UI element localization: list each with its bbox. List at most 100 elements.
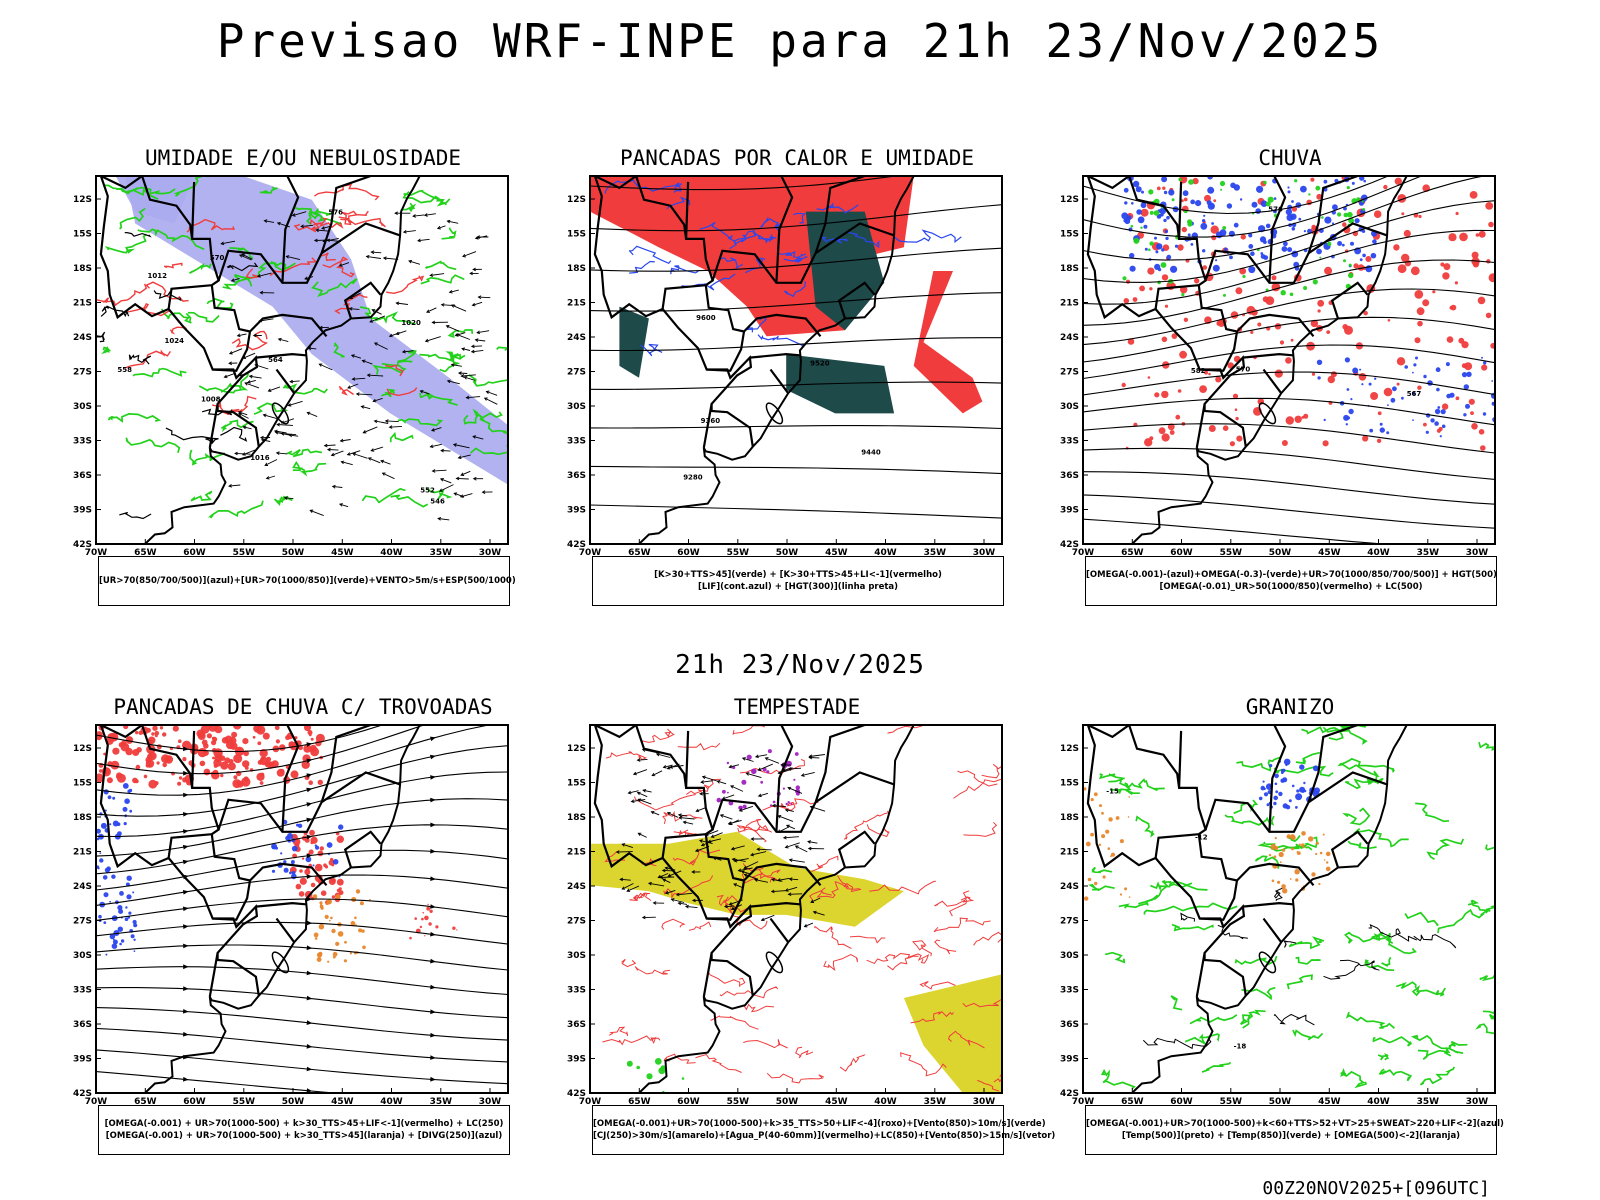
wind-vector-head xyxy=(309,509,314,513)
low-level-contour xyxy=(737,824,773,833)
weather-blob xyxy=(1161,390,1169,399)
streamline xyxy=(96,898,508,921)
weather-blob xyxy=(1161,336,1168,343)
wind-vector-head xyxy=(642,788,647,793)
wind-vector xyxy=(456,333,471,340)
weather-blob xyxy=(317,850,324,857)
country-border xyxy=(702,952,713,997)
wind-vector xyxy=(730,785,744,792)
wind-vector xyxy=(478,296,491,299)
low-level-contour xyxy=(910,1011,954,1024)
weather-blob xyxy=(767,749,772,754)
lagoa-dos-patos xyxy=(271,951,290,974)
weather-blob xyxy=(1223,293,1226,297)
temp-850-contour xyxy=(1419,1066,1456,1086)
wind-vector-head xyxy=(426,309,430,313)
wind-vector-head xyxy=(262,413,267,418)
weather-blob xyxy=(1343,206,1347,211)
wind-vector-head xyxy=(381,472,386,476)
weather-blob xyxy=(1239,198,1243,201)
weather-blob xyxy=(1204,370,1208,375)
wind-vector xyxy=(408,260,421,265)
lon-tick-label: 65W xyxy=(134,548,157,558)
weather-blob xyxy=(98,769,103,773)
country-border xyxy=(1154,285,1239,372)
weather-blob xyxy=(264,761,272,768)
wind-vector-head xyxy=(264,462,269,466)
weather-blob xyxy=(1410,266,1420,276)
country-border xyxy=(706,355,754,447)
humidity-contour xyxy=(390,494,429,508)
weather-blob xyxy=(1215,376,1222,383)
wind-vector xyxy=(420,390,430,395)
weather-blob xyxy=(124,798,130,804)
lat-tick-label: 12S xyxy=(567,744,586,754)
thickness-contour xyxy=(245,268,260,279)
lat-tick-label: 33S xyxy=(567,437,586,447)
weather-blob xyxy=(1324,266,1333,275)
streamline-arrow xyxy=(182,829,189,834)
wind-vector xyxy=(301,224,314,227)
wind-vector xyxy=(741,870,751,875)
weather-blob xyxy=(117,831,122,836)
height-contour xyxy=(590,204,1002,232)
wind-vector xyxy=(308,347,317,350)
weather-blob xyxy=(1351,181,1355,185)
weather-blob xyxy=(1436,428,1441,433)
contour-label: 1016 xyxy=(250,454,270,462)
streamline-arrow xyxy=(306,773,313,778)
weather-blob xyxy=(424,935,426,937)
height-contour xyxy=(590,247,1002,272)
weather-blob xyxy=(1280,768,1285,773)
weather-blob xyxy=(1153,210,1160,216)
temp-500-contour xyxy=(1323,963,1360,980)
weather-blob xyxy=(257,741,262,746)
weather-blob xyxy=(1416,307,1425,316)
wind-vector xyxy=(234,452,251,455)
weather-blob xyxy=(289,871,292,875)
wind-vector xyxy=(755,754,768,758)
weather-blob xyxy=(1161,206,1163,209)
wind-vector-head xyxy=(452,443,457,447)
lifted-index-contour xyxy=(793,212,807,224)
wind-vector xyxy=(669,765,684,768)
wind-vector-head xyxy=(431,320,436,325)
wind-vector xyxy=(472,435,484,440)
wind-vector-head xyxy=(448,289,453,294)
weather-blob xyxy=(1121,212,1129,220)
legend-line: [UR>70(850/700/500)](azul)+[UR>70(1000/8… xyxy=(99,576,516,586)
weather-blob xyxy=(1325,851,1331,857)
pressure-contour xyxy=(119,511,152,520)
map-chuva: 582 576 570 567 12S 15S 18S 21S 24S 27S 30S 33S 36S 3… xyxy=(1060,175,1505,560)
jet-stream-area xyxy=(590,831,904,927)
low-level-contour xyxy=(710,1015,759,1030)
panel-chuva: CHUVA 582 576 570 567 12S 15S 18S 21S 24S 27S 30S 3… xyxy=(1060,146,1497,626)
weather-blob xyxy=(106,777,113,784)
humidity-contour xyxy=(311,278,358,298)
weather-blob xyxy=(252,735,256,739)
weather-blob xyxy=(1136,209,1142,215)
streamline-arrow xyxy=(430,1076,436,1082)
temp-850-contour xyxy=(1411,985,1446,997)
wind-vector xyxy=(750,851,767,856)
weather-blob xyxy=(1316,248,1322,255)
lat-tick-label: 30S xyxy=(1060,951,1079,961)
weather-blob xyxy=(331,895,336,899)
low-level-contour xyxy=(621,958,637,968)
low-level-contour xyxy=(809,887,832,901)
country-border xyxy=(1330,830,1369,868)
wind-vector-head xyxy=(785,824,790,828)
weather-blob xyxy=(272,845,275,849)
wind-vector-head xyxy=(401,349,406,354)
weather-blob xyxy=(1327,375,1335,384)
wind-vector-head xyxy=(636,791,641,796)
weather-blob xyxy=(122,783,129,789)
weather-blob xyxy=(1281,246,1288,252)
wind-vector xyxy=(758,792,769,797)
country-border xyxy=(1262,917,1283,943)
humidity-contour xyxy=(160,308,192,324)
streamline-arrow xyxy=(306,995,313,1001)
weather-blob xyxy=(162,732,167,737)
